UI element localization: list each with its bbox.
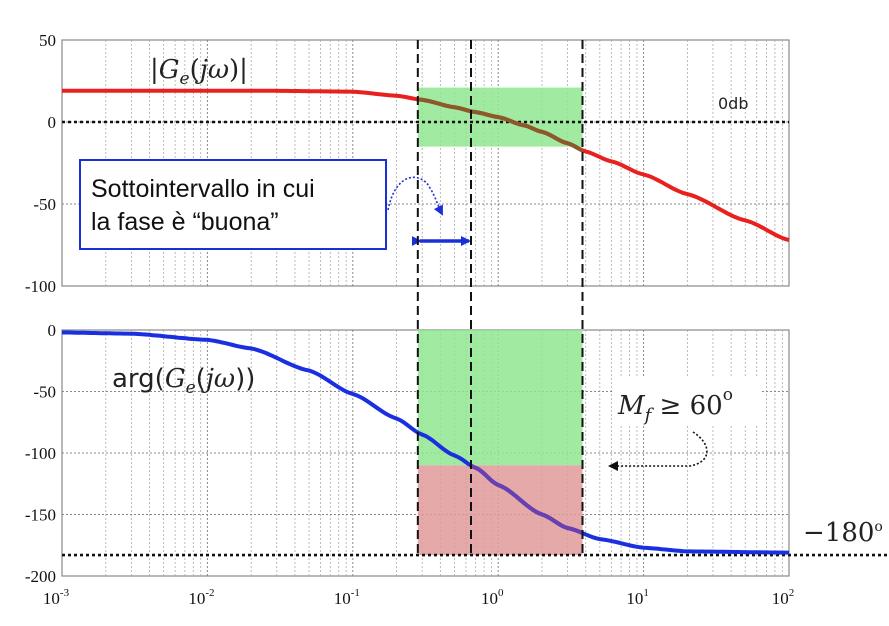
phase-curve-shaded-segment (469, 463, 584, 535)
minus-180-label: −180o (803, 518, 883, 548)
annotation-box: Sottointervallo in cui la fase è “buona” (79, 159, 387, 250)
x-tick-label: 101 (626, 587, 649, 608)
phase-label: arg(Ge(jω)) (112, 364, 255, 398)
y-tick-label: 0 (48, 321, 57, 340)
y-tick-label: -50 (33, 195, 56, 214)
x-tick-label: 10-1 (334, 587, 360, 608)
phase-y-ticks: 0 -50 -100 -150 -200 (25, 321, 56, 586)
x-axis-ticks: 10-3 10-2 10-1 100 101 102 (43, 587, 794, 608)
magnitude-curve-shaded-segment (417, 97, 584, 153)
vertical-dashed-lines (416, 40, 584, 556)
zero-db-label: 0db (718, 94, 749, 113)
y-tick-label: -200 (25, 567, 56, 586)
phase-curve (62, 330, 789, 555)
magnitude-y-ticks: 50 0 -50 -100 (25, 31, 56, 296)
margin-label-bg (612, 376, 762, 424)
magnitude-label: |Ge(jω)| (150, 55, 248, 89)
x-tick-label: 100 (481, 587, 504, 608)
phase-green-band (417, 330, 583, 466)
margin-pointer-arrow (608, 431, 708, 471)
y-tick-label: -150 (25, 506, 56, 525)
annotation-line-2: la fase è “buona” (91, 208, 279, 236)
y-tick-label: 50 (39, 31, 56, 50)
phase-margin-label: Mf ≥ 60o (617, 385, 733, 426)
phase-panel: −180o 0 -50 -100 -150 -200 arg(Ge(jω)) Mf ≥ … (25, 321, 889, 586)
y-tick-label: -100 (25, 444, 56, 463)
note-pointer-arrow (387, 176, 443, 216)
annotation-line-1: Sottointervallo in cui (91, 175, 315, 203)
x-tick-label: 10-3 (43, 587, 70, 608)
y-tick-label: -100 (25, 277, 56, 296)
y-tick-label: -50 (33, 383, 56, 402)
x-tick-label: 102 (772, 587, 795, 608)
y-tick-label: 0 (48, 113, 57, 132)
x-tick-label: 10-2 (188, 587, 214, 608)
phase-red-band (417, 465, 583, 556)
